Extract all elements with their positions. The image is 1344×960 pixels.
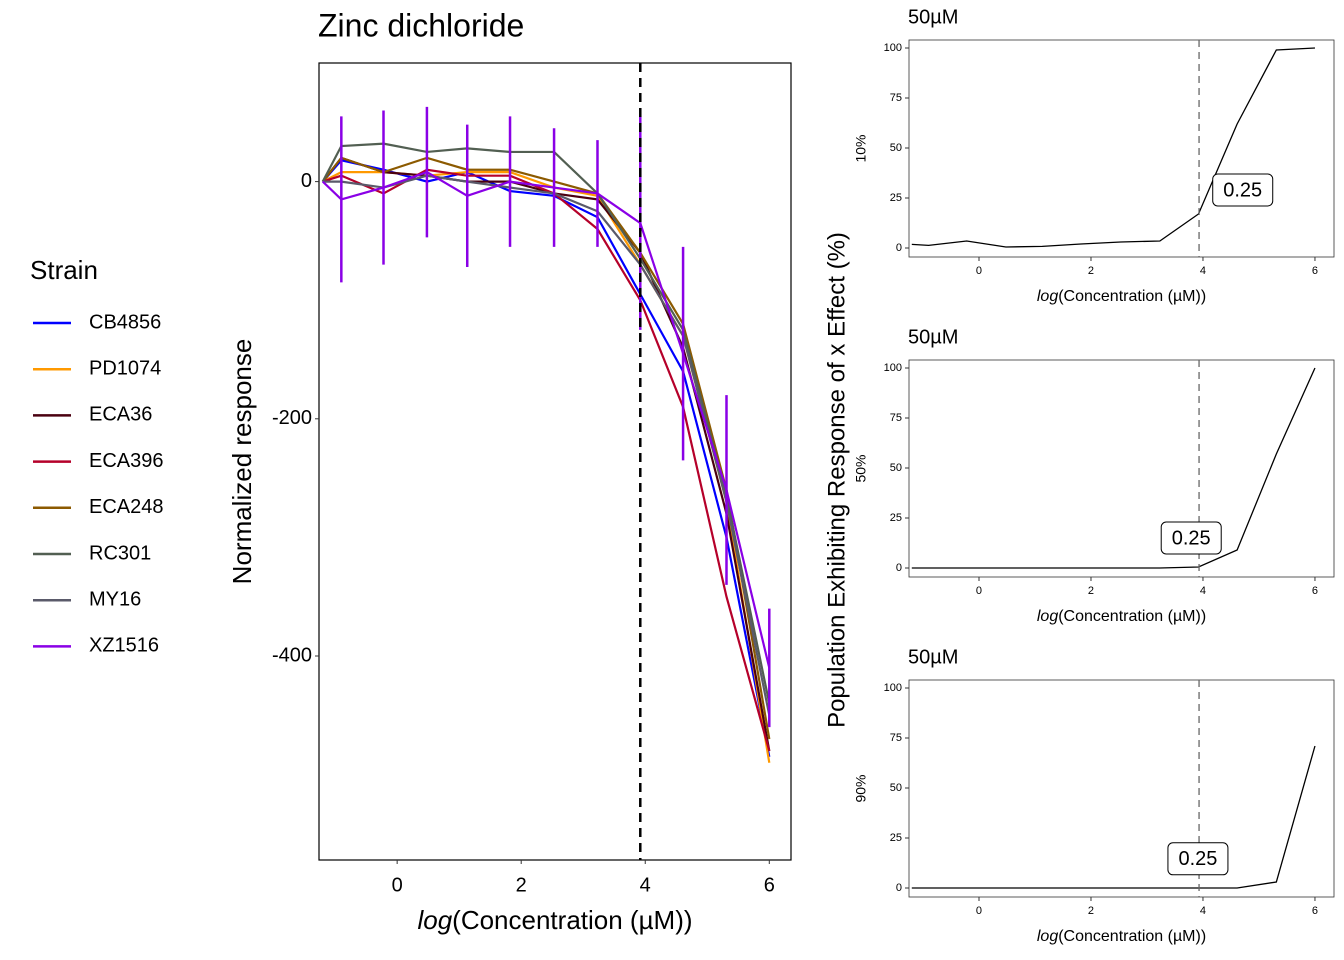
annotation-label: 0.25	[1178, 848, 1217, 870]
y-tick-label: 25	[890, 512, 902, 524]
series-line	[321, 142, 771, 704]
series-line	[321, 156, 771, 752]
annotation-label: 0.25	[1223, 179, 1262, 201]
y-axis-label: 10%	[853, 134, 869, 162]
legend-label: MY16	[89, 588, 141, 610]
plot-frame	[908, 39, 1335, 258]
x-axis-label: log(Concentration (µM))	[1037, 608, 1206, 625]
x-label-func: log	[1037, 608, 1058, 625]
series-line	[321, 159, 771, 758]
legend-label: PD1074	[89, 357, 161, 379]
shared-y-label: Population Exhibiting Response of x Effe…	[823, 232, 850, 728]
x-tick-label: 0	[976, 265, 982, 277]
x-axis-label: log(Concentration (µM))	[1037, 288, 1206, 305]
legend-label: ECA396	[89, 450, 164, 472]
y-tick-label: 50	[890, 142, 902, 154]
x-tick-label: 2	[1088, 905, 1094, 917]
x-label-func: log	[1037, 928, 1058, 945]
x-label-text: (Concentration (µM))	[1058, 608, 1206, 625]
annotation-label: 0.25	[1172, 527, 1211, 549]
chart-title: 50µM	[908, 6, 958, 28]
y-tick-label: 0	[301, 170, 312, 192]
x-axis-label: log(Concentration (µM))	[1037, 928, 1206, 945]
x-label-func: log	[1037, 288, 1058, 305]
x-axis-label: log(Concentration (µM))	[417, 905, 692, 935]
x-tick-label: 6	[1312, 265, 1318, 277]
series-line	[321, 170, 771, 669]
x-tick-label: 4	[1200, 905, 1206, 917]
y-tick-label: 100	[884, 362, 902, 374]
annotation-box	[1212, 173, 1274, 207]
y-axis-label: 50%	[853, 454, 869, 482]
x-tick-label: 0	[976, 905, 982, 917]
chart-title: 50µM	[908, 646, 958, 668]
y-tick-label: 0	[896, 882, 902, 894]
x-label-text: (Concentration (µM))	[452, 905, 692, 935]
x-tick-label: 2	[1088, 585, 1094, 597]
series-line	[911, 47, 1315, 248]
plot-frame	[318, 62, 792, 861]
y-tick-label: 50	[890, 782, 902, 794]
legend-label: CB4856	[89, 311, 161, 333]
x-tick-label: 0	[976, 585, 982, 597]
y-tick-label: -200	[272, 407, 312, 429]
x-tick-label: 2	[1088, 265, 1094, 277]
series-line	[322, 174, 771, 716]
legend-label: ECA36	[89, 404, 152, 426]
chart-title: 50µM	[908, 326, 958, 348]
annotation-box	[1167, 842, 1229, 876]
series-line	[322, 171, 771, 763]
y-axis-label: 90%	[853, 774, 869, 802]
y-tick-label: 0	[896, 562, 902, 574]
y-tick-label: 0	[896, 242, 902, 254]
y-tick-label: 75	[890, 92, 902, 104]
series-line	[321, 156, 771, 740]
series-line	[322, 168, 771, 752]
y-tick-label: 100	[884, 682, 902, 694]
chart-title: Zinc dichloride	[318, 7, 524, 43]
x-tick-label: 4	[1200, 265, 1206, 277]
x-tick-label: 0	[392, 874, 403, 896]
x-tick-label: 6	[1312, 585, 1318, 597]
x-label-text: (Concentration (µM))	[1058, 928, 1206, 945]
legend-label: XZ1516	[89, 635, 159, 657]
y-axis-label: Normalized response	[227, 339, 257, 585]
y-tick-label: 25	[890, 832, 902, 844]
legend-label: RC301	[89, 542, 151, 564]
y-tick-label: 25	[890, 192, 902, 204]
legend-title: Strain	[30, 255, 98, 285]
annotation-box	[1160, 521, 1222, 555]
y-tick-label: 100	[884, 42, 902, 54]
y-tick-label: 75	[890, 412, 902, 424]
series-line	[911, 367, 1316, 569]
plot-frame	[908, 679, 1335, 898]
x-label-text: (Concentration (µM))	[1058, 288, 1206, 305]
x-tick-label: 6	[1312, 905, 1318, 917]
x-tick-label: 4	[640, 874, 651, 896]
x-label-func: log	[417, 905, 452, 935]
series-line	[911, 745, 1316, 889]
x-tick-label: 2	[516, 874, 527, 896]
y-tick-label: 50	[890, 462, 902, 474]
y-tick-label: 75	[890, 732, 902, 744]
x-tick-label: 6	[764, 874, 775, 896]
x-tick-label: 4	[1200, 585, 1206, 597]
legend-label: ECA248	[89, 496, 164, 518]
y-tick-label: -400	[272, 644, 312, 666]
